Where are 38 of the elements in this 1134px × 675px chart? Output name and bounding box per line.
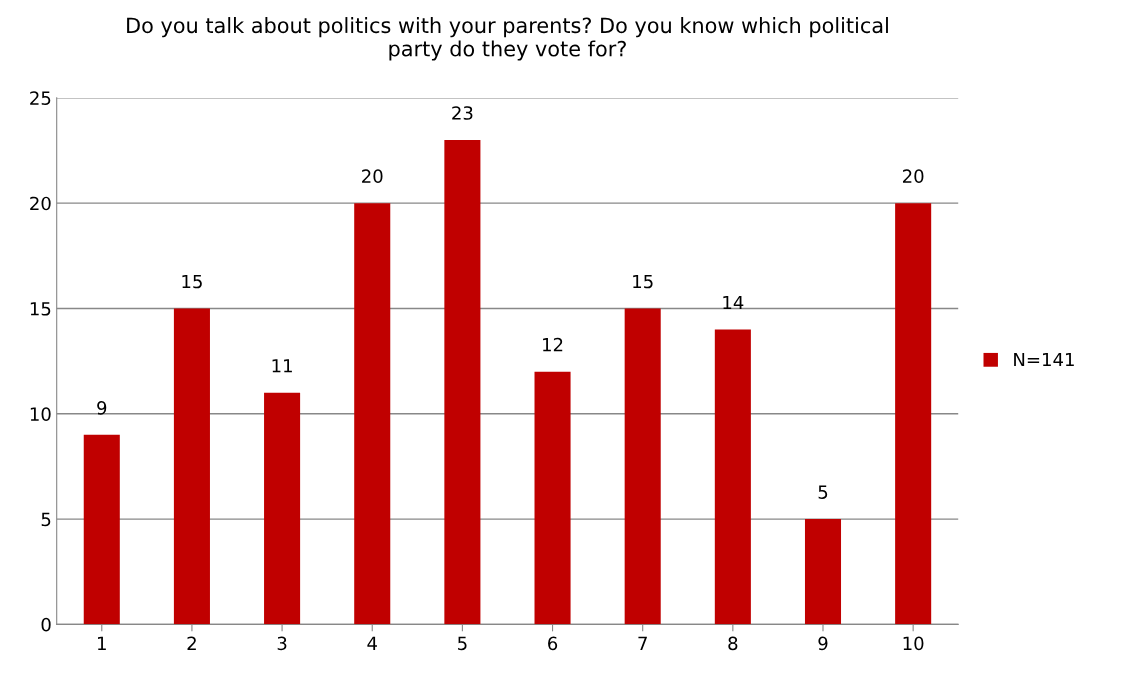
y-tick-label: 20 <box>30 196 51 211</box>
y-tick-label: 0 <box>41 617 51 632</box>
x-tick-label: 10 <box>903 636 924 651</box>
bar <box>714 329 751 625</box>
data-label: 5 <box>818 485 828 499</box>
bar <box>83 434 120 625</box>
bar <box>624 308 661 625</box>
data-label: 23 <box>452 106 473 120</box>
data-label: 20 <box>362 169 383 184</box>
bar <box>444 140 481 625</box>
chart-title: Do you talk about politics with your parents? Do you know which political party do they vote for? <box>127 17 888 61</box>
y-tick-label: 5 <box>41 512 51 527</box>
data-label: 12 <box>543 337 563 352</box>
x-tick-label: 6 <box>548 636 558 651</box>
data-label: 11 <box>272 359 292 373</box>
x-tick-label: 4 <box>367 636 377 650</box>
data-label: 15 <box>182 274 202 289</box>
bar <box>173 308 210 625</box>
bar <box>804 519 842 625</box>
bar <box>354 203 391 625</box>
y-tick-label: 15 <box>30 302 51 316</box>
y-tick-label: 25 <box>30 91 51 105</box>
y-tick-label: 10 <box>30 407 51 421</box>
data-label: 9 <box>97 401 107 415</box>
data-label: 15 <box>633 274 653 289</box>
x-tick-label: 8 <box>728 636 738 651</box>
data-label: 14 <box>723 295 744 310</box>
legend-label: N=141 <box>1014 352 1074 367</box>
bar <box>534 371 571 625</box>
x-tick-label: 9 <box>818 636 828 651</box>
x-tick-label: 5 <box>458 636 467 651</box>
bar <box>895 203 932 625</box>
x-tick-label: 2 <box>187 636 196 650</box>
x-tick-label: 3 <box>277 636 287 651</box>
bar <box>264 392 301 625</box>
x-tick-label: 1 <box>98 636 106 650</box>
data-label: 20 <box>902 169 924 184</box>
x-tick-label: 7 <box>638 636 647 650</box>
